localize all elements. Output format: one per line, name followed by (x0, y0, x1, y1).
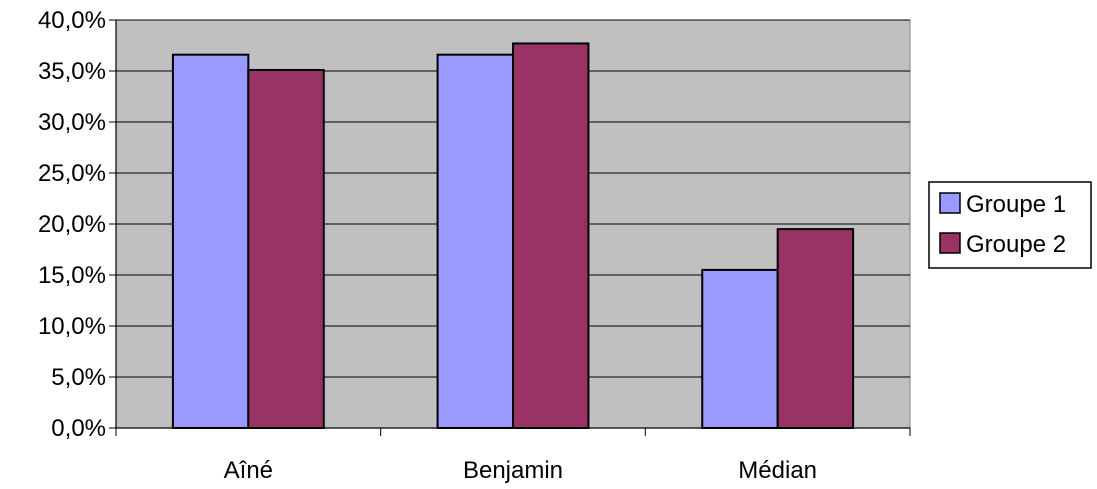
bar-2-3 (776, 228, 855, 429)
bar-1-1 (171, 53, 250, 430)
bar-2-2 (512, 42, 590, 430)
bar-1-3 (701, 268, 779, 429)
y-tick-label: 30,0% (38, 109, 106, 136)
legend-label: Groupe 1 (966, 191, 1066, 218)
y-tick-label: 40,0% (38, 7, 106, 34)
x-category-label: Benjamin (463, 457, 563, 484)
bar-2-1 (247, 68, 325, 429)
y-tick-label: 35,0% (38, 58, 106, 85)
bars (171, 42, 855, 430)
legend-swatch (939, 232, 961, 254)
axes: 0,0% 5,0% 10,0% 15,0% 20,0% 25,0% 30,0% 35,0% 40… (38, 7, 911, 484)
legend-swatch (939, 192, 961, 214)
y-tick-label: 15,0% (38, 262, 106, 289)
y-tick-label: 0,0% (51, 415, 106, 442)
legend: Groupe 1 Groupe 2 (928, 181, 1092, 269)
x-category-label: Aîné (224, 457, 273, 484)
y-tick-label: 10,0% (38, 313, 106, 340)
y-tick-label: 25,0% (38, 160, 106, 187)
legend-label: Groupe 2 (966, 231, 1066, 258)
y-tick-label: 20,0% (38, 211, 106, 238)
y-tick-label: 5,0% (51, 364, 106, 391)
x-category-label: Médian (738, 457, 817, 484)
bar-1-2 (436, 53, 515, 430)
